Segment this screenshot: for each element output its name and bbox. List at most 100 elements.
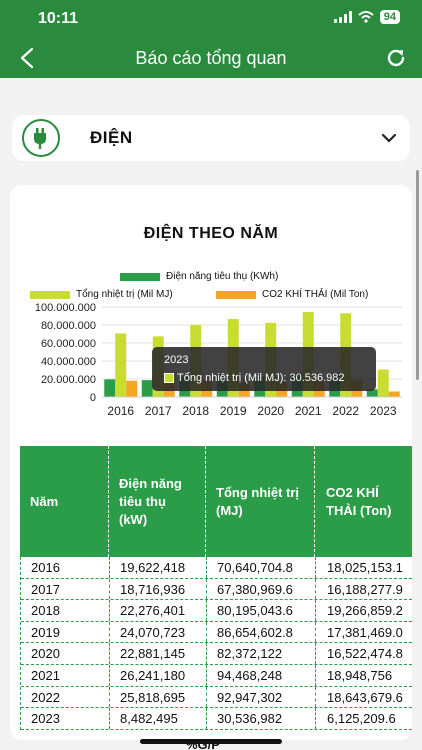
wifi-icon bbox=[358, 11, 374, 23]
table-cell: 6,125,209.6 bbox=[327, 711, 396, 727]
table-cell: 82,372,122 bbox=[217, 646, 283, 662]
x-tick-label: 2021 bbox=[295, 404, 322, 418]
scrollbar[interactable] bbox=[416, 170, 419, 380]
bar-co2 bbox=[126, 380, 138, 397]
tooltip-text: Tổng nhiệt trị (Mil MJ): 30.536.982 bbox=[177, 372, 345, 384]
table-cell: 80,195,043.6 bbox=[217, 603, 293, 619]
header-electricity: Điện năng tiêu thụ (kW) bbox=[119, 475, 182, 527]
table-cell: 25,818,695 bbox=[120, 689, 186, 705]
bar-chart: 0 20.000.000 40.000.000 60.000.000 80.000.00… bbox=[35, 302, 402, 418]
x-tick-label: 2019 bbox=[220, 404, 247, 418]
legend-label: Tổng nhiệt trị (Mil MJ) bbox=[76, 289, 173, 300]
bar-electricity bbox=[104, 379, 116, 397]
legend-label: CO2 KHÍ THẢI (Mil Ton) bbox=[262, 289, 369, 300]
chevron-down-icon bbox=[381, 133, 397, 143]
chart-title: ĐIỆN THEO NĂM bbox=[143, 225, 279, 242]
chart-tooltip: 2023 Tổng nhiệt trị (Mil MJ): 30.536.982 bbox=[152, 347, 376, 391]
table-header: Năm Điện năng tiêu thụ (kW) Tổng nhiệt t… bbox=[20, 446, 412, 557]
table-cell: 30,536,982 bbox=[217, 711, 283, 727]
table-cell: 2016 bbox=[31, 560, 60, 575]
table-cell: 18,716,936 bbox=[120, 581, 186, 597]
table-row: 2022 25,818,695 92,947,302 18,643,679.6 bbox=[21, 686, 412, 709]
data-table: Năm Điện năng tiêu thụ (kW) Tổng nhiệt t… bbox=[20, 446, 412, 730]
table-row: 2020 22,881,145 82,372,122 16,522,474.8 bbox=[21, 643, 412, 665]
legend-swatch bbox=[120, 272, 160, 281]
y-tick-label: 80.000.000 bbox=[41, 320, 96, 332]
category-label: ĐIỆN bbox=[90, 128, 133, 147]
status-bar: 10:11 94 bbox=[0, 0, 422, 40]
table-cell: 17,381,469.0 bbox=[327, 624, 403, 640]
table-row: 2017 18,716,936 67,380,969.6 16,188,277.9 bbox=[21, 578, 412, 601]
table-cell: 2021 bbox=[31, 667, 60, 683]
table-cell: 18,025,153.1 bbox=[327, 560, 403, 575]
x-tick-label: 2017 bbox=[145, 404, 172, 418]
back-icon[interactable] bbox=[16, 46, 40, 70]
bar-electricity bbox=[141, 380, 153, 397]
bar-heat bbox=[115, 333, 127, 397]
category-dropdown[interactable]: ĐIỆN bbox=[12, 115, 410, 161]
table-cell: 92,947,302 bbox=[217, 689, 283, 705]
refresh-icon[interactable] bbox=[384, 46, 408, 70]
header-year: Năm bbox=[30, 493, 59, 509]
status-time: 10:11 bbox=[38, 10, 79, 27]
battery-icon: 94 bbox=[379, 10, 400, 24]
table-cell: 2020 bbox=[31, 646, 60, 662]
header-heat: Tổng nhiệt trị (MJ) bbox=[216, 484, 300, 518]
table-row: 2016 19,622,418 70,640,704.8 18,025,153.1 bbox=[21, 557, 412, 579]
y-tick-label: 100.000.000 bbox=[35, 302, 96, 314]
bar-electricity bbox=[366, 389, 378, 397]
table-cell: 26,241,180 bbox=[120, 667, 186, 683]
status-icons: 94 bbox=[333, 10, 400, 24]
table-cell: 16,188,277.9 bbox=[327, 581, 403, 597]
table-cell: 8,482,495 bbox=[120, 711, 178, 727]
table-cell: 22,276,401 bbox=[120, 603, 186, 619]
x-tick-label: 2018 bbox=[182, 404, 209, 418]
bar-co2 bbox=[388, 391, 400, 397]
table-body: 2016 19,622,418 70,640,704.8 18,025,153.1 20… bbox=[20, 557, 412, 730]
table-cell: 24,070,723 bbox=[120, 624, 186, 640]
table-row: 2021 26,241,180 94,468,248 18,948,756 bbox=[21, 664, 412, 687]
table-cell: 22,881,145 bbox=[120, 646, 186, 662]
table-cell: 19,622,418 bbox=[120, 560, 186, 575]
x-tick-label: 2022 bbox=[332, 404, 359, 418]
tooltip-swatch bbox=[164, 373, 174, 383]
y-tick-label: 0 bbox=[90, 392, 96, 404]
cellular-signal-icon bbox=[333, 11, 352, 23]
legend-item-heat[interactable]: Tổng nhiệt trị (Mil MJ) bbox=[30, 289, 173, 300]
table-cell: 18,948,756 bbox=[327, 667, 393, 683]
home-indicator bbox=[140, 739, 282, 744]
y-tick-label: 40.000.000 bbox=[41, 356, 96, 368]
table-cell: 70,640,704.8 bbox=[217, 560, 293, 575]
legend-swatch bbox=[30, 290, 70, 299]
plug-icon bbox=[22, 119, 60, 157]
bar-heat bbox=[377, 369, 389, 397]
y-tick-label: 60.000.000 bbox=[41, 338, 96, 350]
table-cell: 16,522,474.8 bbox=[327, 646, 403, 662]
report-card: ĐIỆN THEO NĂM Điện năng tiêu thụ (KWh) T… bbox=[10, 185, 412, 740]
x-tick-label: 2023 bbox=[370, 404, 397, 418]
y-tick-label: 20.000.000 bbox=[41, 374, 96, 386]
table-row: 2018 22,276,401 80,195,043.6 19,266,859.2 bbox=[21, 600, 412, 622]
table-cell: 2023 bbox=[31, 711, 60, 727]
table-row: 2023 8,482,495 30,536,982 6,125,209.6 bbox=[21, 708, 412, 730]
legend-swatch bbox=[216, 290, 256, 299]
table-cell: 18,643,679.6 bbox=[327, 689, 403, 705]
tooltip-year: 2023 bbox=[164, 354, 189, 366]
table-cell: 94,468,248 bbox=[217, 667, 283, 683]
page-title: Báo cáo tổng quan bbox=[135, 48, 287, 68]
table-cell: 86,654,602.8 bbox=[217, 624, 293, 640]
legend-label: Điện năng tiêu thụ (KWh) bbox=[166, 271, 279, 282]
table-cell: 2018 bbox=[31, 603, 60, 619]
table-cell: 2022 bbox=[31, 689, 60, 705]
nav-bar: Báo cáo tổng quan bbox=[0, 40, 422, 78]
tooltip-line: Tổng nhiệt trị (Mil MJ): 30.536.982 bbox=[164, 372, 345, 384]
table-cell: 19,266,859.2 bbox=[327, 603, 403, 619]
x-tick-label: 2016 bbox=[107, 404, 134, 418]
legend-item-electricity[interactable]: Điện năng tiêu thụ (KWh) bbox=[120, 271, 278, 282]
legend-item-co2[interactable]: CO2 KHÍ THẢI (Mil Ton) bbox=[216, 289, 368, 300]
table-row: 2019 24,070,723 86,654,602.8 17,381,469.0 bbox=[21, 621, 412, 644]
table-cell: 2019 bbox=[31, 624, 60, 640]
table-cell: 67,380,969.6 bbox=[217, 581, 293, 597]
x-tick-label: 2020 bbox=[257, 404, 284, 418]
table-cell: 2017 bbox=[31, 581, 60, 597]
